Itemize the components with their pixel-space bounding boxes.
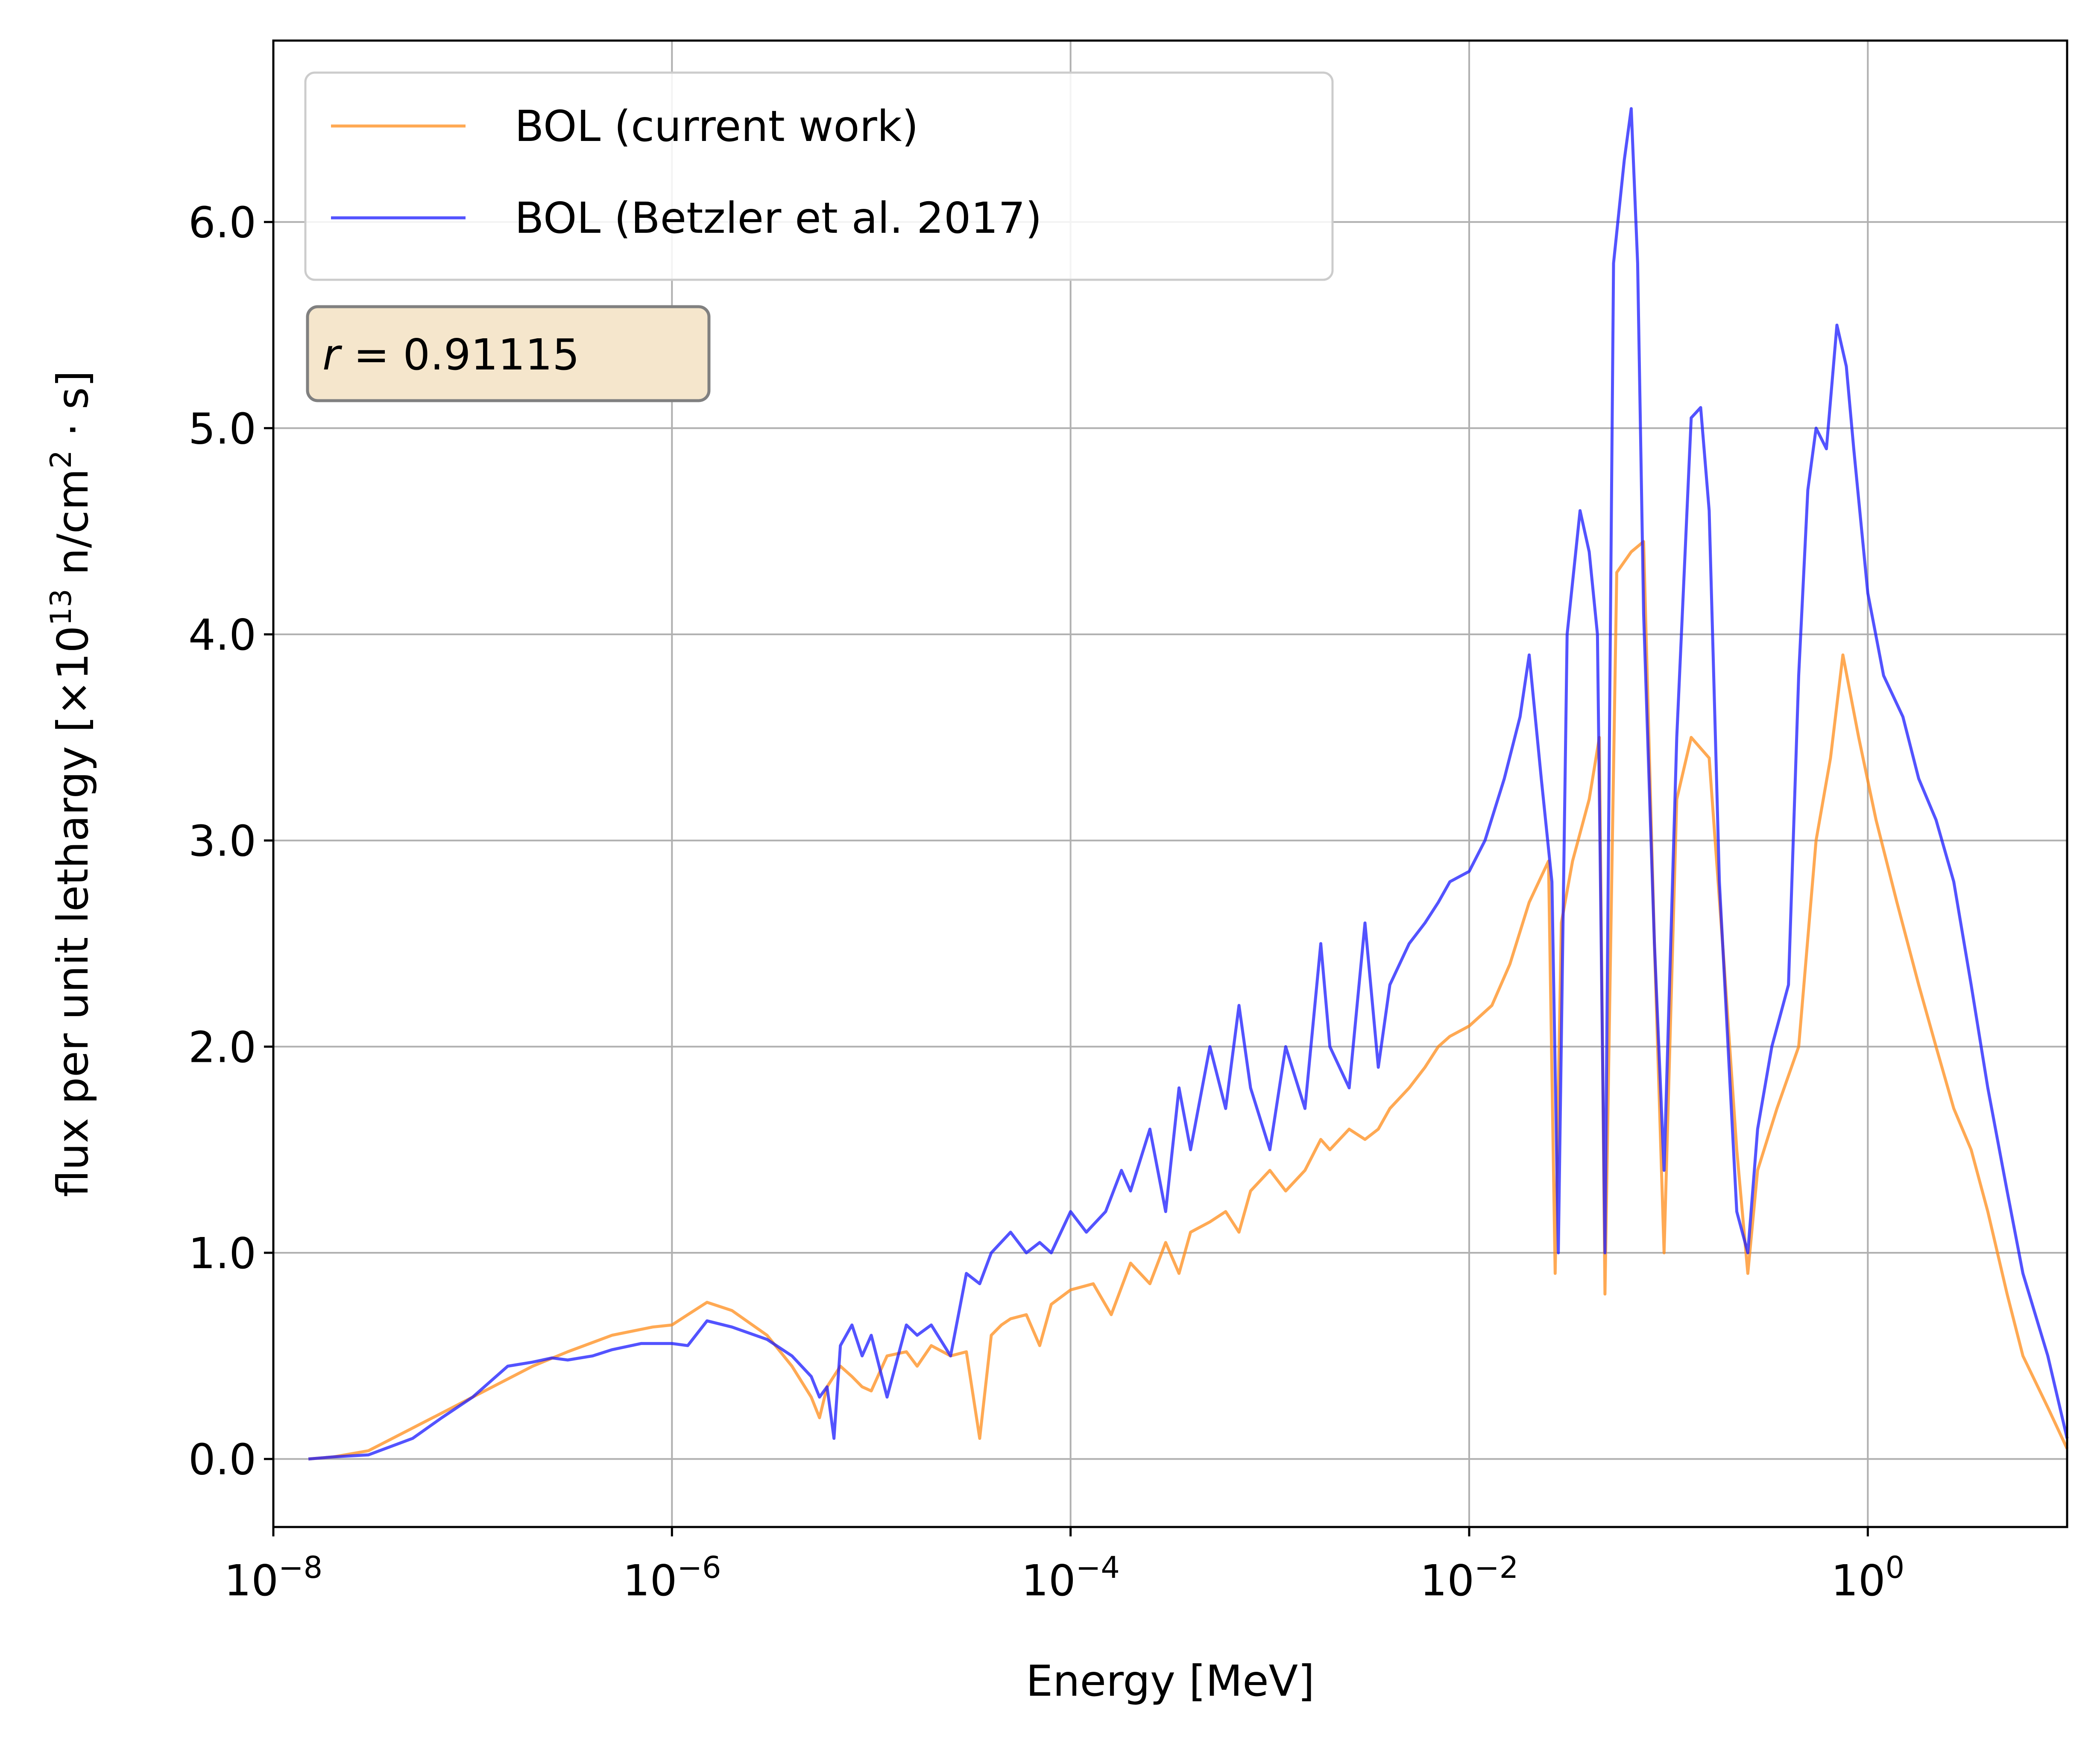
annotation-box	[306, 305, 711, 402]
x-tick-label: 100	[1831, 1550, 1904, 1606]
y-tick-label: 6.0	[188, 198, 256, 248]
x-tick-label: 10−4	[1021, 1550, 1119, 1606]
annotation-text: r = 0.91115	[322, 330, 580, 380]
series-line-betzler	[308, 107, 2069, 1461]
y-tick-label: 2.0	[188, 1022, 256, 1072]
x-tick-label: 10−8	[224, 1550, 322, 1606]
y-axis-ticks: 0.0 1.0 2.0 3.0 4.0 5.0 6.0	[188, 198, 273, 1485]
legend: BOL (current work) BOL (Betzler et al. 2…	[304, 71, 1334, 281]
x-tick-label: 10−2	[1420, 1550, 1518, 1606]
series-line-current-work	[308, 540, 2069, 1461]
y-tick-label: 4.0	[188, 610, 256, 660]
x-tick-label: 10−6	[623, 1550, 721, 1606]
grid	[272, 41, 2067, 1527]
legend-label-betzler: BOL (Betzler et al. 2017)	[515, 193, 1042, 243]
x-axis-ticks: 10−8 10−6 10−4 10−2 100	[224, 1527, 1904, 1606]
legend-label-current-work: BOL (current work)	[515, 101, 919, 151]
plot-frame	[272, 39, 2068, 1528]
x-axis-label: Energy [MeV]	[1026, 1656, 1315, 1706]
y-tick-label: 0.0	[188, 1435, 256, 1485]
y-tick-label: 3.0	[188, 816, 256, 866]
y-tick-label: 1.0	[188, 1228, 256, 1278]
y-tick-label: 5.0	[188, 404, 256, 454]
y-axis-label: flux per unit lethargy [×1013 n/cm2 · s]	[44, 370, 98, 1197]
correlation-annotation: r = 0.91115	[306, 305, 711, 402]
legend-box	[304, 71, 1334, 281]
series-layer	[308, 107, 2069, 1461]
